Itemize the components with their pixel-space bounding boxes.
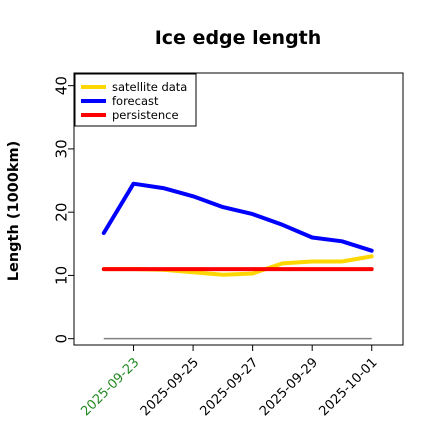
y-axis-label: Length (1000km) (6, 141, 22, 281)
chart-title: Ice edge length (155, 27, 322, 49)
x-tick-label-2025-09-25: 2025-09-25 (138, 355, 202, 419)
legend-label-persistence: persistence (112, 108, 179, 122)
series-line-satellite-data (101, 254, 374, 277)
y-tick-label-30: 30 (52, 139, 70, 158)
legend-label-forecast: forecast (112, 94, 159, 108)
x-tick-label-2025-09-27: 2025-09-27 (197, 355, 261, 419)
y-tick-label-20: 20 (52, 203, 70, 222)
y-tick-label-0: 0 (52, 334, 70, 344)
y-tick-label-10: 10 (52, 266, 70, 285)
x-tick-label-2025-09-29: 2025-09-29 (257, 355, 321, 419)
legend: satellite data forecast persistence (74, 73, 197, 127)
legend-label-satellite: satellite data (112, 80, 187, 94)
plot-area-frame (73, 72, 404, 346)
x-tick-label-2025-09-23: 2025-09-23 (78, 355, 142, 419)
y-tick-label-40: 40 (52, 76, 70, 95)
x-tick-label-2025-10-01: 2025-10-01 (317, 355, 381, 419)
series-line-forecast (101, 181, 374, 253)
